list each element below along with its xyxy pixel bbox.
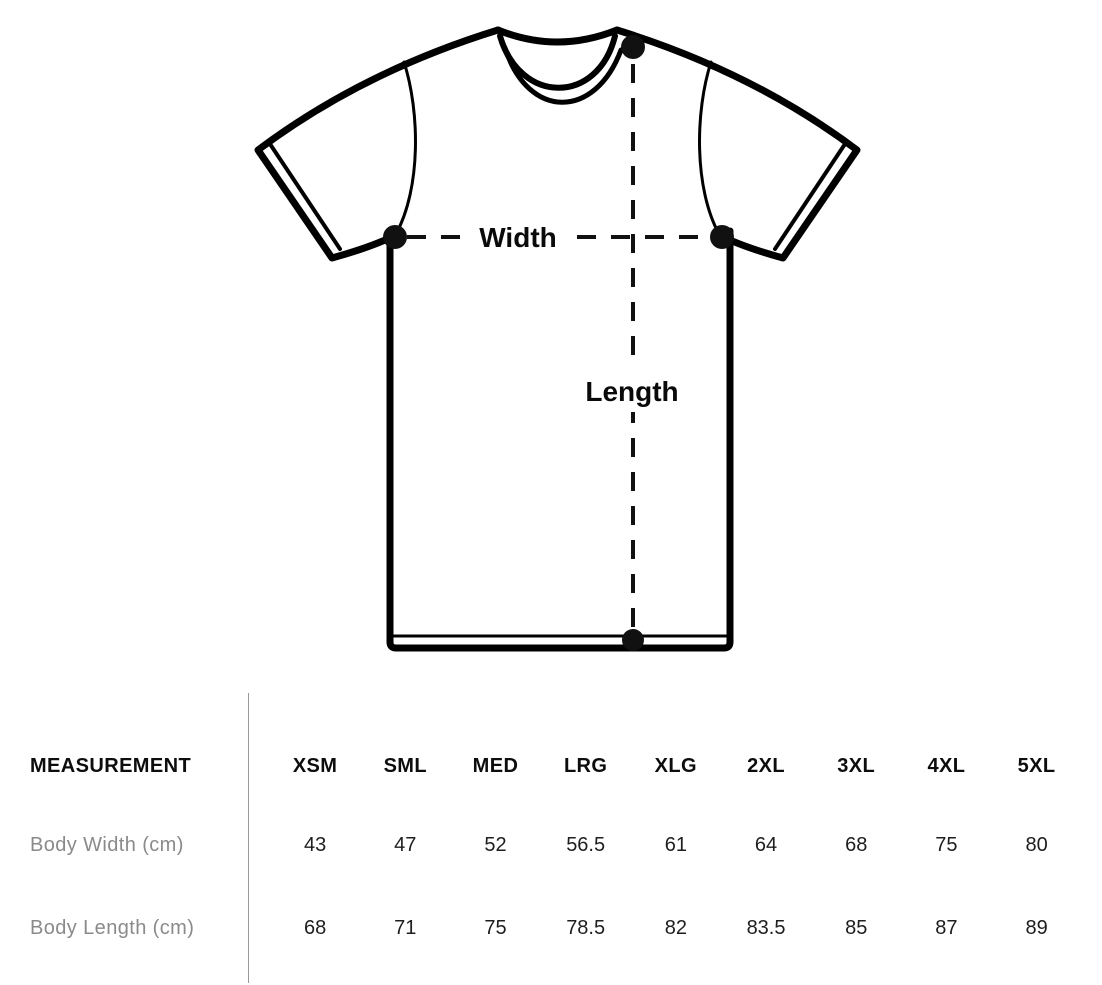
body-length-xsm: 68 [303,916,327,939]
measurement-dots [383,35,734,651]
width-label-plate [472,219,564,255]
tshirt-diagram-svg: Width Length [254,26,861,652]
table-header-row: MEASUREMENT XSM SML MED LRG XLG 2XL 3XL … [0,750,1082,782]
bottom-hem-dot [622,629,644,651]
right-armhole-seam [698,60,721,236]
tshirt-diagram: Width Length [254,26,861,652]
shirt-outline [254,26,861,652]
header-size-med: MED [472,754,519,777]
size-table: MEASUREMENT XSM SML MED LRG XLG 2XL 3XL … [0,685,1102,985]
body-width-5xl: 80 [1025,833,1048,856]
header-size-xlg: XLG [654,754,697,777]
body-outline [386,227,734,652]
body-length-2xl: 83.5 [746,916,786,939]
body-width-med: 52 [484,833,507,856]
body-length-xlg: 82 [664,916,687,939]
body-width-2xl: 64 [754,833,778,856]
body-length-3xl: 85 [845,916,868,939]
left-armhole-seam [394,60,417,236]
table-row-body-width: Body Width (cm) 43 47 52 56.5 61 64 68 7… [0,829,1082,861]
table-divider-line [248,693,249,983]
left-sleeve-outline [254,26,502,262]
body-width-3xl: 68 [845,833,868,856]
right-cuff-hem-line [773,142,847,251]
body-width-4xl: 75 [935,833,958,856]
header-measurement: MEASUREMENT [30,754,192,777]
collar-top-edge [494,26,621,46]
left-armpit-dot [383,225,407,249]
body-width-xlg: 61 [664,833,687,856]
body-width-lrg: 56.5 [566,833,606,856]
length-label: Length [585,376,678,407]
header-size-3xl: 3XL [837,754,876,777]
table-row-body-length: Body Length (cm) 68 71 75 78.5 82 83.5 8… [0,912,1082,944]
header-size-sml: SML [383,754,427,777]
body-length-med: 75 [484,916,507,939]
collar-front-neckline [502,45,624,105]
body-length-lrg: 78.5 [566,916,606,939]
length-label-plate [580,370,684,412]
header-size-2xl: 2XL [747,754,785,777]
header-size-lrg: LRG [563,754,608,777]
right-armpit-dot [710,225,734,249]
body-width-sml: 47 [394,833,417,856]
right-sleeve-outline [613,26,861,262]
body-length-sml: 71 [394,916,417,939]
body-length-5xl: 89 [1025,916,1048,939]
row-label: Body Length (cm) [30,916,195,939]
left-cuff-hem-line [268,142,342,251]
neck-point-dot [621,35,645,59]
header-size-4xl: 4XL [927,754,966,777]
body-width-xsm: 43 [303,833,327,856]
header-size-xsm: XSM [292,754,338,777]
row-label: Body Width (cm) [30,833,184,856]
width-label: Width [479,222,557,253]
body-length-4xl: 87 [935,916,958,939]
header-size-5xl: 5XL [1017,754,1056,777]
measurement-lines [407,64,712,630]
